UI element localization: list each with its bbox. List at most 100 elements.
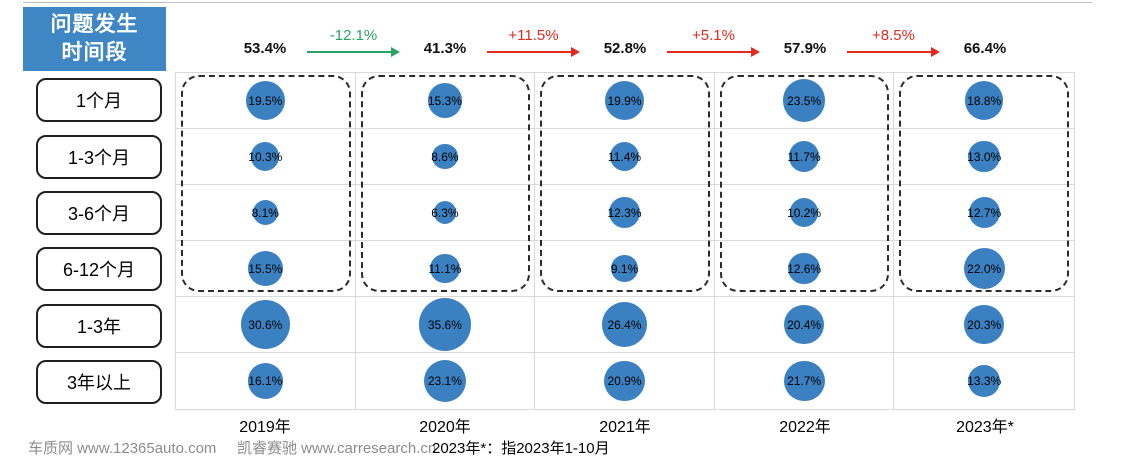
bubble-value-label: 8.1% [251,205,279,220]
yoy-change-label: +11.5% [508,27,559,44]
cell-2019年-6-12个月: 15.5% [176,241,356,297]
bubble-value-label: 12.6% [787,261,822,276]
cell-2023年*-3年以上: 13.3% [894,353,1074,409]
bubble-2020年-3-6个月 [433,201,456,224]
bubble-2021年-3-6个月 [609,197,640,228]
bubble-2021年-1-3年 [601,301,648,348]
bubble-2020年-1-3个月 [431,143,458,170]
arrow-head [931,47,940,57]
bubble-value-label: 15.3% [427,93,462,108]
trend-arrow-icon [847,47,940,57]
cell-2023年*-1-3年: 20.3% [894,297,1074,353]
chart-title-line2: 时间段 [61,41,128,64]
bubble-2019年-6-12个月 [247,251,283,286]
bubble-value-label: 11.1% [428,261,462,276]
trend-arrow-icon [487,47,580,57]
bubble-value-label: 21.7% [787,374,822,388]
bubble-value-label: 18.8% [967,93,1002,108]
yoy-change-4: +8.5% [847,27,940,57]
cell-2021年-1个月: 19.9% [535,73,715,129]
cell-2022年-3年以上: 21.7% [715,353,895,409]
bubble-2023年*-3年以上 [968,364,1001,398]
bubble-2020年-1-3年 [418,298,472,351]
cell-2021年-6-12个月: 9.1% [535,241,715,297]
bubble-value-label: 11.4% [607,149,642,164]
row-label-1个月: 1个月 [36,78,162,123]
row-label-6-12个月: 6-12个月 [36,247,162,292]
bubble-value-label: 12.3% [607,205,642,220]
bubble-value-label: 13.3% [967,374,1002,388]
bubble-2023年*-1-3年 [964,304,1005,345]
cell-2023年*-6-12个月: 22.0% [894,241,1074,297]
row-label-1-3年: 1-3年 [36,303,162,348]
yoy-change-label: +5.1% [692,27,735,44]
bubble-2021年-1-3个月 [609,141,640,172]
bubble-2019年-3年以上 [247,363,283,399]
bubble-2020年-6-12个月 [430,253,460,284]
cell-2020年-1-3个月: 8.6% [355,129,536,185]
bubble-2020年-1个月 [427,83,463,118]
bubble-value-label: 20.4% [787,317,822,332]
bubble-2019年-1-3个月 [251,142,280,171]
bubble-2022年-1-3年 [784,304,824,345]
year-label-2020年: 2020年 [419,419,471,436]
cell-2020年-1-3年: 35.6% [355,297,536,353]
bubble-2021年-1个月 [604,80,645,121]
bubble-value-label: 13.0% [967,149,1002,164]
bubble-value-label: 19.9% [607,93,642,108]
bubble-value-label: 8.6% [431,149,459,164]
trend-arrow-icon [667,47,760,57]
bubble-2019年-1-3年 [240,300,290,349]
bubble-2021年-3年以上 [604,360,645,402]
bubble-value-label: 20.3% [967,317,1002,332]
bubble-2022年-1-3个月 [789,141,820,172]
yoy-change-label: -12.1% [329,27,378,44]
cell-2019年-1个月: 19.5% [176,73,356,129]
bubble-value-label: 20.9% [607,374,642,388]
bubble-2019年-1个月 [245,81,285,120]
yoy-change-1: -12.1% [307,27,400,57]
bubble-value-label: 22.0% [967,261,1002,276]
cell-2022年-3-6个月: 10.2% [714,185,895,241]
trend-arrow-icon [307,47,400,57]
cell-2022年-6-12个月: 12.6% [714,241,895,297]
bubble-2022年-3-6个月 [790,198,819,227]
bubble-2022年-3年以上 [783,360,825,402]
cell-2021年-3年以上: 20.9% [535,353,715,409]
cell-2020年-3年以上: 23.1% [356,353,536,409]
cell-2022年-1-3年: 20.4% [714,297,895,353]
bubble-2021年-6-12个月 [611,255,638,282]
bubble-2023年*-1个月 [965,81,1004,120]
arrow-line [487,51,573,53]
bubble-2020年-3年以上 [423,359,467,403]
bubble-value-label: 35.6% [427,317,462,332]
yoy-change-label: +8.5% [872,27,915,44]
cell-2019年-1-3年: 30.6% [176,297,356,353]
chart-title-box: 问题发生 时间段 [23,7,166,71]
bubble-value-label: 15.5% [248,261,283,276]
row-label-3年以上: 3年以上 [36,359,162,404]
arrow-head [391,47,400,57]
yoy-change-3: +5.1% [667,27,760,57]
yoy-change-2: +11.5% [487,27,580,57]
within-1yr-total-2019年: 53.4% [243,40,287,57]
cell-2022年-1-3个月: 11.7% [714,129,895,185]
cell-2021年-1-3个月: 11.4% [535,129,715,185]
arrow-line [667,51,753,53]
row-label-1-3个月: 1-3个月 [36,134,162,179]
bubble-value-label: 12.7% [967,205,1002,220]
arrow-head [571,47,580,57]
cell-2021年-3-6个月: 12.3% [535,185,715,241]
year-label-2021年: 2021年 [599,419,651,436]
arrow-line [307,51,393,53]
source-chezhiwang: 车质网 www.12365auto.com [28,440,217,457]
cell-2021年-1-3年: 26.4% [535,297,715,353]
row-label-3-6个月: 3-6个月 [36,190,162,235]
bubble-value-label: 16.1% [248,374,283,388]
bubble-value-label: 9.1% [610,261,639,276]
cell-2019年-3-6个月: 8.1% [176,185,356,241]
bubble-grid: 19.5% 15.3% 19.9% 23.5% 18.8% 10.3% 8.6% 11.4% 1… [175,72,1075,410]
bubble-value-label: 30.6% [248,317,283,332]
cell-2019年-1-3个月: 10.3% [176,129,356,185]
